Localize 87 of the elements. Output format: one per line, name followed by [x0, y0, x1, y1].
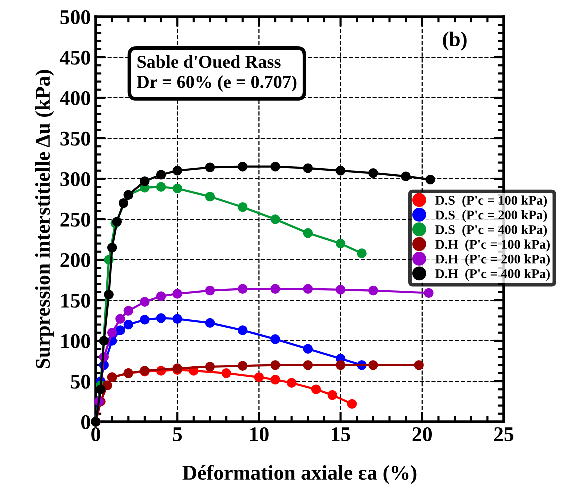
point — [336, 360, 346, 370]
point — [368, 360, 378, 370]
x-axis-title: Déformation axiale εa (%) — [182, 465, 417, 484]
point — [426, 174, 436, 185]
point — [368, 286, 378, 296]
point — [99, 336, 110, 346]
y-tick-label: 0 — [82, 415, 90, 430]
y-tick-label: 350 — [60, 132, 90, 146]
point — [414, 360, 424, 370]
point — [270, 360, 280, 370]
point — [205, 162, 216, 173]
point — [238, 284, 248, 294]
y-tick-label: 100 — [62, 334, 90, 348]
point — [270, 284, 280, 294]
point — [303, 164, 314, 174]
point — [254, 372, 264, 382]
point — [347, 399, 358, 410]
legend-label: D.S (P'c = 200 kPa) — [436, 210, 548, 222]
point — [156, 182, 166, 192]
point — [368, 168, 378, 178]
legend-label: D.H (P'c = 400 kPa) — [436, 269, 550, 282]
point — [140, 176, 150, 186]
point — [172, 166, 182, 176]
point — [172, 289, 182, 299]
point — [303, 284, 314, 294]
point — [156, 292, 166, 302]
y-tick-label: 400 — [60, 91, 90, 106]
point — [96, 384, 106, 394]
point — [222, 368, 232, 378]
x-tick-label: 25 — [494, 428, 514, 442]
point — [311, 384, 322, 394]
point — [116, 326, 126, 336]
point — [107, 242, 118, 253]
legend-label: D.H (P'c = 100 kPa) — [436, 240, 550, 252]
point — [401, 172, 411, 182]
y-tick-label: 250 — [60, 212, 90, 227]
point — [270, 375, 280, 385]
point — [424, 288, 434, 298]
point — [172, 314, 182, 324]
point — [303, 228, 314, 238]
x-tick-label: 5 — [173, 428, 182, 442]
y-tick-label: 300 — [60, 172, 90, 186]
x-tick-label: 0 — [92, 427, 100, 442]
point — [172, 184, 182, 194]
point — [140, 297, 150, 307]
point — [328, 390, 338, 400]
y-tick-label: 500 — [60, 10, 90, 24]
y-tick-label: 200 — [60, 253, 90, 268]
point — [205, 362, 216, 372]
point — [238, 326, 248, 336]
y-tick-label: 450 — [60, 50, 90, 65]
y-tick-label: 150 — [62, 294, 90, 308]
point — [336, 238, 346, 249]
point — [270, 214, 280, 224]
point — [238, 162, 248, 172]
point — [303, 344, 314, 354]
x-tick-label: 10 — [250, 427, 269, 442]
point — [336, 285, 346, 295]
point — [156, 313, 166, 324]
point — [107, 328, 118, 338]
x-tick-label: 15 — [332, 428, 350, 442]
legend-label: D.H (P'c = 200 kPa) — [436, 254, 550, 266]
point — [205, 286, 216, 296]
point — [140, 315, 150, 325]
point — [303, 360, 314, 370]
point — [124, 306, 134, 316]
point — [156, 170, 166, 180]
point — [270, 162, 280, 172]
point — [118, 198, 129, 208]
legend-label: D.S (P'c = 100 kPa) — [436, 196, 548, 208]
point — [238, 361, 248, 371]
point — [124, 320, 134, 330]
point — [270, 334, 280, 344]
point — [205, 318, 216, 328]
point — [357, 248, 367, 258]
annotation: (b) — [443, 32, 467, 51]
y-axis-title: Surpression interstitielle Δu (kPa) — [35, 70, 54, 369]
point — [336, 166, 346, 176]
annotation: Sable d'Oued Rass Dr = 60% (e = 0.707) — [137, 55, 297, 92]
x-tick-label: 20 — [412, 427, 432, 442]
legend-label: D.S (P'c = 400 kPa) — [436, 225, 548, 238]
y-tick-label: 50 — [71, 374, 90, 389]
point — [286, 378, 297, 388]
point — [205, 192, 216, 202]
point — [238, 202, 248, 212]
point — [104, 290, 114, 300]
point — [116, 314, 126, 324]
